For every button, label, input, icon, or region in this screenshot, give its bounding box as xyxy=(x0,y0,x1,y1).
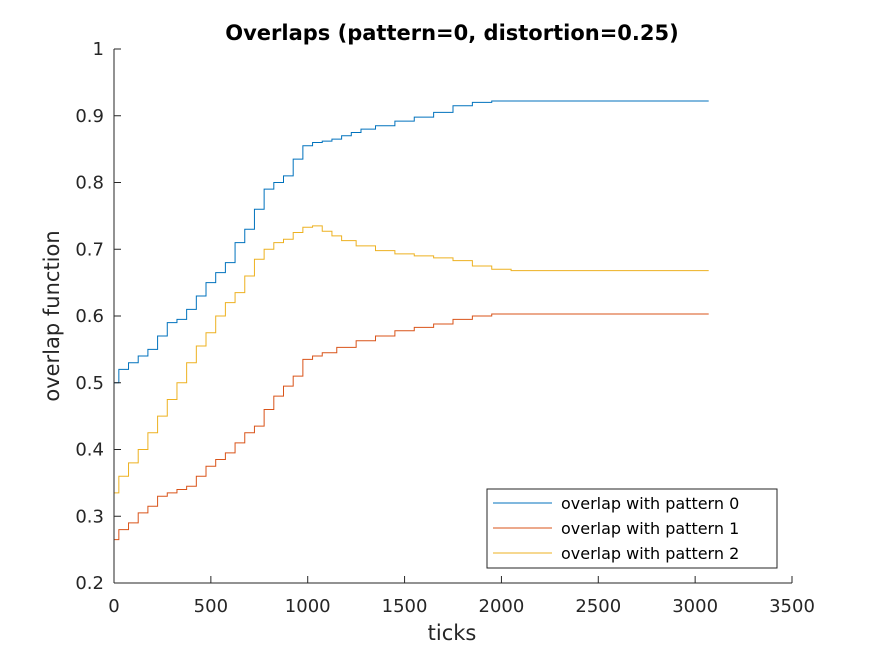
y-tick-label: 0.4 xyxy=(75,440,104,461)
series-line-1 xyxy=(114,313,709,541)
y-tick-label: 0.8 xyxy=(75,173,104,194)
legend: overlap with pattern 0 overlap with patte… xyxy=(486,488,778,569)
x-tick-label: 2500 xyxy=(575,596,621,617)
y-tick-label: 0.9 xyxy=(75,106,104,127)
y-tick-label: 0.3 xyxy=(75,506,104,527)
x-tick-label: 0 xyxy=(108,596,119,617)
x-tick-label: 2000 xyxy=(479,596,525,617)
y-tick-label: 1 xyxy=(93,39,104,60)
legend-label-1: overlap with pattern 1 xyxy=(561,519,739,538)
series-line-0 xyxy=(114,100,709,384)
legend-label-0: overlap with pattern 0 xyxy=(561,494,739,513)
series-layer xyxy=(114,100,709,541)
x-tick-label: 1500 xyxy=(382,596,428,617)
x-tick-label: 3500 xyxy=(769,596,815,617)
chart-title: Overlaps (pattern=0, distortion=0.25) xyxy=(225,21,678,45)
x-tick-label: 3000 xyxy=(672,596,718,617)
y-tick-label: 0.6 xyxy=(75,306,104,327)
legend-label-2: overlap with pattern 2 xyxy=(561,544,739,563)
ticks-layer: 0 500 1000 1500 2000 2500 3000 3500 0.2 0.3 0.4 0.5… xyxy=(75,39,815,617)
x-axis-title: ticks xyxy=(428,621,477,645)
y-tick-label: 0.7 xyxy=(75,239,104,260)
y-tick-label: 0.2 xyxy=(75,573,104,594)
y-axis-title: overlap function xyxy=(40,230,64,401)
x-tick-label: 1000 xyxy=(285,596,331,617)
x-tick-label: 500 xyxy=(194,596,228,617)
y-tick-label: 0.5 xyxy=(75,373,104,394)
series-line-2 xyxy=(114,225,709,494)
